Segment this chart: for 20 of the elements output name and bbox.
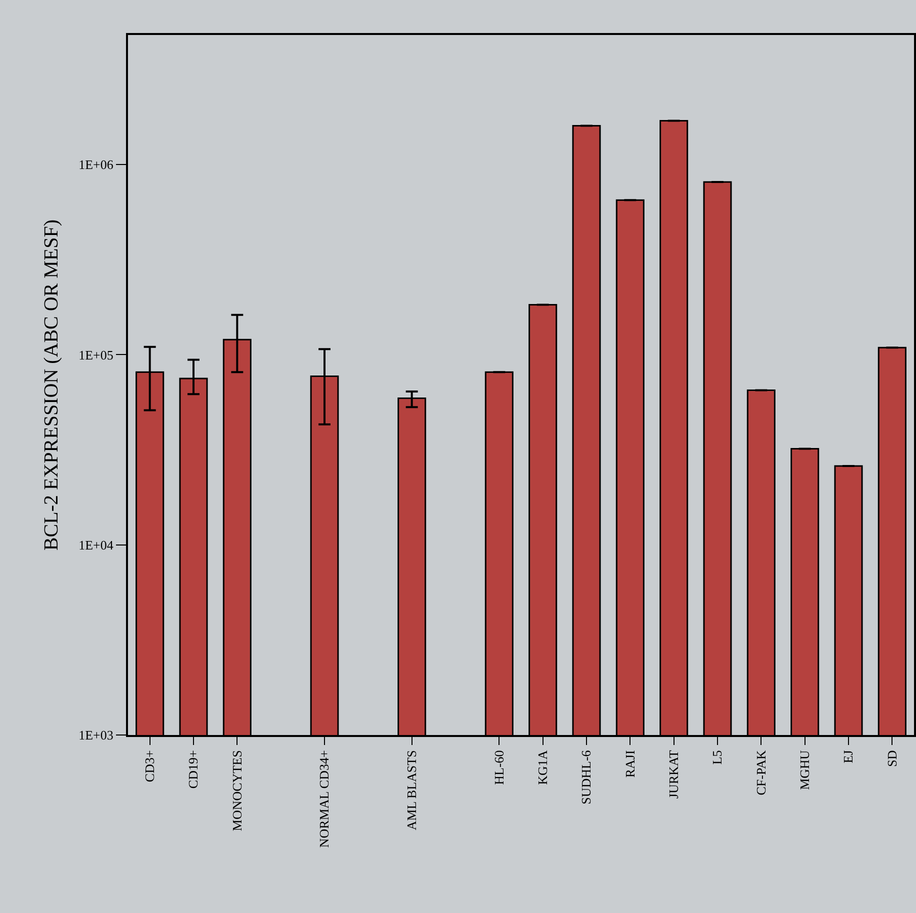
x-tick-label: KG1A: [535, 750, 550, 785]
y-axis-title: BCL-2 EXPRESSION (ABC OR MESF): [40, 219, 63, 551]
y-tick-label: 1E+06: [78, 157, 114, 172]
y-tick-label: 1E+05: [78, 347, 114, 362]
x-tick-label: CD3+: [142, 750, 158, 782]
x-tick-label: MGHU: [797, 750, 812, 790]
x-tick-label: AML BLASTS: [404, 750, 420, 830]
x-tick-label: L5: [710, 750, 725, 765]
x-tick-label: CF-PAK: [753, 750, 768, 796]
x-tick-label: SD: [884, 750, 900, 767]
x-tick-label: NORMAL CD34+: [316, 750, 332, 848]
x-tick-label: MONOCYTES: [229, 750, 244, 832]
x-tick-label: JURKAT: [666, 750, 682, 799]
x-tick-label: RAJI: [622, 750, 638, 778]
x-tick-label: EJ: [840, 750, 856, 764]
y-tick-label: 1E+03: [78, 728, 114, 743]
x-tick-label: SUDHL-6: [578, 750, 594, 804]
x-tick-label: HL-60: [491, 750, 506, 785]
y-tick-label: 1E+04: [78, 537, 114, 552]
x-tick-label: CD19+: [186, 750, 201, 789]
